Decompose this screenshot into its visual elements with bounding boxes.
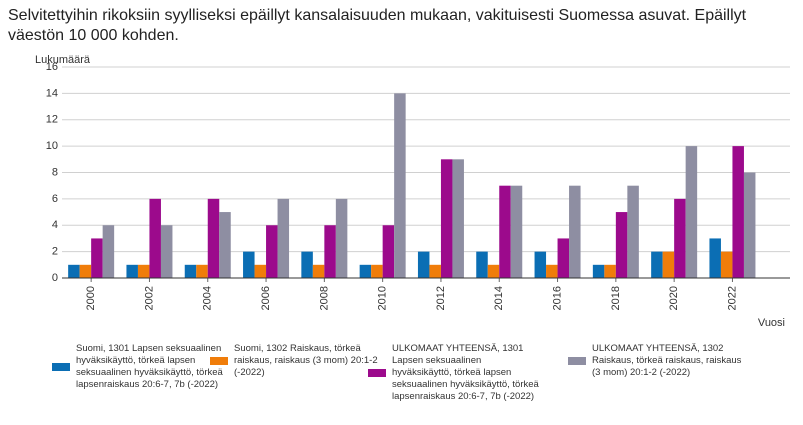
bar — [207, 198, 220, 278]
bar — [651, 251, 663, 278]
y-tick-label: 4 — [52, 219, 58, 231]
bar — [546, 264, 558, 278]
bar — [720, 251, 733, 278]
y-tick-label: 10 — [46, 140, 58, 152]
bar — [429, 264, 441, 278]
bar — [662, 251, 675, 278]
bar — [324, 225, 336, 278]
bar — [440, 159, 453, 278]
legend-entry: ULKOMAAT YHTEENSÄ, 1302 Raiskaus, törkeä… — [568, 343, 743, 379]
bar — [557, 238, 570, 278]
x-tick-label: 2020 — [668, 286, 680, 310]
bar — [102, 225, 115, 278]
x-tick-label: 2002 — [143, 286, 155, 310]
bar — [335, 198, 348, 278]
y-tick-label: 2 — [52, 246, 58, 258]
y-axis-label: Lukumäärä — [35, 54, 91, 66]
bar — [394, 93, 406, 278]
bar — [592, 264, 605, 278]
legend-entry: Suomi, 1301 Lapsen seksuaalinen hyväksik… — [52, 343, 227, 391]
bar — [266, 225, 278, 278]
x-tick-label: 2018 — [610, 286, 622, 310]
bar — [417, 251, 430, 278]
y-tick-label: 12 — [46, 114, 58, 126]
x-tick-label: 2010 — [377, 286, 389, 310]
legend-label: Suomi, 1302 Raiskaus, törkeä raiskaus, r… — [234, 343, 378, 378]
y-tick-label: 0 — [52, 272, 58, 284]
bar — [68, 264, 80, 278]
bar — [510, 185, 523, 278]
bar — [184, 264, 197, 278]
y-tick-label: 6 — [52, 193, 58, 205]
bar — [615, 212, 628, 278]
x-tick-label: 2000 — [85, 286, 97, 310]
y-tick-label: 8 — [52, 166, 58, 178]
bar — [371, 264, 383, 278]
bar — [149, 198, 161, 278]
x-tick-label: 2004 — [202, 286, 214, 310]
legend-label: ULKOMAAT YHTEENSÄ, 1301 Lapsen seksuaali… — [392, 343, 539, 402]
legend-swatch — [52, 363, 70, 371]
x-tick-label: 2022 — [726, 286, 738, 310]
legend-swatch — [368, 369, 386, 377]
bar — [91, 238, 103, 278]
bar — [674, 198, 686, 278]
x-tick-label: 2008 — [318, 286, 330, 310]
legend-label: Suomi, 1301 Lapsen seksuaalinen hyväksik… — [76, 343, 223, 390]
bar — [476, 251, 488, 278]
bar — [137, 264, 150, 278]
x-tick-label: 2006 — [260, 286, 272, 310]
bar — [312, 264, 325, 278]
bar — [569, 185, 581, 278]
legend-label: ULKOMAAT YHTEENSÄ, 1302 Raiskaus, törkeä… — [592, 343, 742, 378]
y-tick-label: 14 — [46, 87, 58, 99]
bar — [709, 238, 721, 278]
bar — [126, 264, 138, 278]
x-axis-label: Vuosi — [758, 317, 785, 329]
bar — [243, 251, 255, 278]
bar — [301, 251, 313, 278]
x-tick-label: 2016 — [551, 286, 563, 310]
bar — [685, 146, 698, 278]
bar — [79, 264, 92, 278]
legend-swatch — [210, 357, 228, 365]
bar — [732, 146, 744, 278]
bar — [160, 225, 173, 278]
bar — [499, 185, 511, 278]
bar — [382, 225, 395, 278]
bar — [219, 212, 231, 278]
legend-entry: ULKOMAAT YHTEENSÄ, 1301 Lapsen seksuaali… — [368, 343, 543, 403]
bar — [196, 264, 208, 278]
bar — [254, 264, 267, 278]
chart-title: Selvitettyihin rikoksiin syylliseksi epä… — [8, 7, 747, 44]
bar — [743, 172, 756, 278]
y-tick-label: 16 — [46, 61, 58, 73]
legend-swatch — [568, 357, 586, 365]
bar — [452, 159, 464, 278]
bar — [359, 264, 372, 278]
bar — [627, 185, 639, 278]
bar — [277, 198, 290, 278]
x-tick-label: 2012 — [435, 286, 447, 310]
bar — [604, 264, 616, 278]
legend-entry: Suomi, 1302 Raiskaus, törkeä raiskaus, r… — [210, 343, 385, 379]
bar — [487, 264, 500, 278]
x-tick-label: 2014 — [493, 286, 505, 310]
bar — [534, 251, 547, 278]
